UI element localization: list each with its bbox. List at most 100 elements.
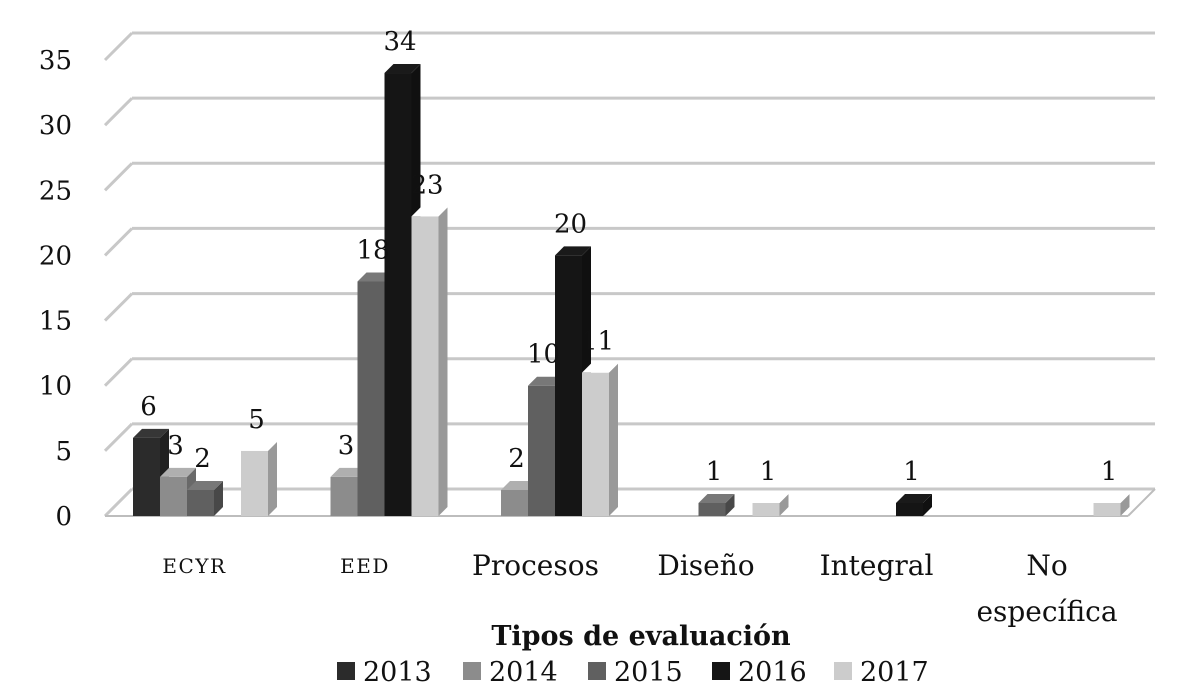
legend-swatch <box>588 662 606 680</box>
bar-2016-4 <box>896 493 932 516</box>
data-label: 2 <box>508 444 525 474</box>
bar-side <box>268 441 277 516</box>
x-tick-label: Procesos <box>472 549 599 582</box>
data-label: 23 <box>410 170 443 200</box>
bar-top <box>896 493 932 503</box>
bar-front <box>1093 502 1121 516</box>
x-tick-label: EED <box>340 554 390 578</box>
bar-2015-0 <box>187 480 223 516</box>
data-label: 1 <box>1101 457 1118 487</box>
data-label: 6 <box>140 392 157 422</box>
gridline-2 <box>103 357 134 387</box>
bar-side <box>609 363 618 516</box>
bar-top <box>133 428 169 438</box>
y-tick-label: 20 <box>39 241 72 271</box>
gridline-5 <box>103 162 134 192</box>
bar-2017-2 <box>582 363 618 516</box>
legend: 2013 2014 2015 2016 2017 <box>337 657 929 687</box>
legend-label: 2015 <box>614 657 683 687</box>
bar-front <box>241 450 268 516</box>
x-tick-label: Integral <box>820 549 934 582</box>
legend-item-2013: 2013 <box>337 657 432 687</box>
gridline-6 <box>103 97 134 127</box>
bar-top <box>241 441 277 451</box>
bar-front <box>357 281 385 516</box>
bar-front <box>896 502 923 516</box>
y-tick-label: 35 <box>39 46 72 76</box>
legend-swatch <box>834 662 852 680</box>
bar-top <box>752 493 789 503</box>
y-tick-label: 0 <box>55 502 72 532</box>
legend-swatch <box>337 662 355 680</box>
legend-item-2015: 2015 <box>588 657 683 687</box>
y-tick-label: 10 <box>39 372 72 402</box>
data-label: 20 <box>554 209 587 239</box>
gridline-7 <box>103 31 134 62</box>
legend-label: 2014 <box>489 657 558 687</box>
floor-edge <box>1127 488 1156 517</box>
data-label: 1 <box>903 457 920 487</box>
bar-front <box>501 489 528 516</box>
y-tick-label: 15 <box>39 307 72 337</box>
bar-front <box>698 502 726 516</box>
y-tick-label: 25 <box>39 176 72 206</box>
gridlines <box>103 31 1156 518</box>
y-axis-tick-labels: 0 5 10 15 20 25 30 35 <box>39 46 72 532</box>
data-label: 3 <box>167 431 184 461</box>
bar-2017-5 <box>1093 493 1130 516</box>
bar-front <box>384 73 412 517</box>
gridline-3 <box>103 292 134 322</box>
bar-side <box>1120 493 1130 516</box>
legend-swatch <box>712 662 730 680</box>
bar-front <box>411 216 439 517</box>
data-label: 5 <box>248 405 265 435</box>
legend-label: 2017 <box>860 657 929 687</box>
gridline-4 <box>103 227 134 257</box>
bars <box>133 64 1130 517</box>
y-tick-label: 30 <box>39 111 72 141</box>
data-label: 2 <box>194 444 211 474</box>
bar-top <box>1093 493 1130 503</box>
legend-item-2017: 2017 <box>834 657 929 687</box>
data-label: 3 <box>338 431 355 461</box>
bar-top <box>411 207 448 217</box>
data-label: 10 <box>527 340 560 370</box>
bar-side <box>779 493 789 516</box>
bar-2017-0 <box>241 441 277 516</box>
gridline-0 <box>103 487 134 518</box>
bar-side <box>725 493 735 516</box>
bar-front <box>582 372 609 516</box>
bar-top <box>555 246 591 256</box>
bar-front <box>330 476 358 516</box>
bar-top <box>384 64 421 74</box>
legend-label: 2016 <box>738 657 807 687</box>
bar-front <box>752 502 780 516</box>
x-tick-label: ECYR <box>162 554 226 578</box>
bar-front <box>528 385 555 516</box>
bar-front <box>187 489 214 516</box>
x-tick-label: Diseño <box>657 549 754 582</box>
bar-side <box>214 480 223 516</box>
y-tick-label: 5 <box>55 437 72 467</box>
x-axis-title: Tipos de evaluación <box>491 621 791 652</box>
bar-2017-3 <box>752 493 789 516</box>
bar-front <box>555 255 582 516</box>
bar-top <box>582 363 618 373</box>
bar-top <box>160 467 196 477</box>
legend-item-2014: 2014 <box>463 657 558 687</box>
bar-side <box>923 493 932 516</box>
legend-label: 2013 <box>363 657 432 687</box>
bar-top <box>187 480 223 490</box>
data-label: 11 <box>581 327 614 357</box>
bar-top <box>698 493 735 503</box>
data-label: 34 <box>383 27 416 57</box>
legend-swatch <box>463 662 481 680</box>
bar-front <box>133 437 160 516</box>
bar-2015-3 <box>698 493 735 516</box>
x-axis-tick-labels: ECYR EED Procesos Diseño Integral No específic… <box>162 549 1117 628</box>
bar-side <box>438 207 448 517</box>
legend-item-2016: 2016 <box>712 657 807 687</box>
data-label: 1 <box>760 457 777 487</box>
